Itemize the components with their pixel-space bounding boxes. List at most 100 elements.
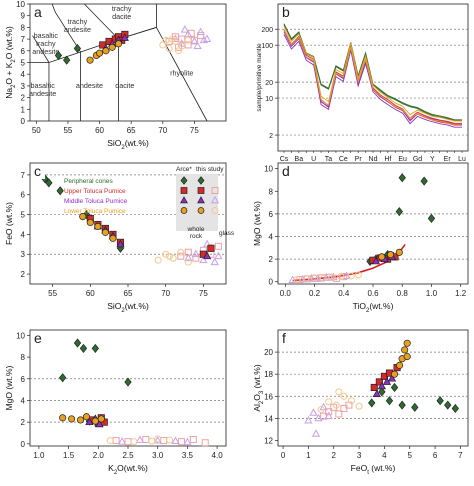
panel-letter: d [282, 163, 290, 179]
data-point [324, 411, 333, 420]
y-tick-label: 0 [21, 440, 26, 449]
data-point [396, 361, 404, 369]
y-tick-label: 3 [21, 82, 26, 91]
data-point [214, 242, 222, 250]
y-tick-label: 2 [21, 270, 26, 279]
data-point [162, 36, 170, 44]
data-point [116, 239, 125, 248]
data-point [135, 435, 145, 443]
y-tick-label: 10 [16, 0, 25, 9]
y-tick-label: 6 [21, 47, 26, 56]
spider-line [283, 34, 462, 128]
data-point [59, 414, 67, 422]
data-point [178, 35, 186, 43]
data-point [378, 253, 386, 261]
data-point [368, 398, 376, 408]
data-point [59, 373, 67, 383]
data-point [177, 252, 185, 260]
data-point [311, 429, 321, 437]
data-point [45, 178, 53, 188]
legend-marker [197, 187, 205, 194]
y-tick-label: 6 [21, 191, 26, 200]
data-point [210, 257, 219, 266]
tas-field-label: andesite [76, 81, 103, 90]
data-point [177, 438, 185, 446]
y-tick-label: 4 [269, 233, 274, 242]
legend-footer: whole rock [187, 226, 205, 240]
data-point [319, 274, 327, 282]
data-point [95, 49, 104, 57]
tas-field-label: dacite [115, 81, 134, 90]
data-point [427, 213, 436, 223]
legend-marker [180, 196, 188, 204]
panel-d: 0.0 0.2 0.4 0.6 0.8 1.0 1.2 0 2 4 6 8 10 TiO2(wt.%) Mg… [252, 162, 469, 314]
data-point [370, 383, 378, 391]
data-point [332, 274, 340, 282]
x-tick-label: 65 [124, 289, 133, 298]
data-point [106, 437, 114, 445]
x-axis-label: FeOt (wt.%) [351, 463, 396, 476]
panel-letter: e [34, 330, 42, 346]
data-point [436, 396, 444, 406]
data-point [56, 186, 64, 196]
data-point [332, 401, 340, 409]
x-tick-label: 1.0 [33, 451, 45, 460]
x-tick-label: 2.5 [122, 451, 134, 460]
data-point [196, 27, 205, 35]
y-tick-label: 10 [265, 96, 273, 103]
x-tick-label: 55 [63, 126, 72, 135]
x-tick-label: 5 [408, 451, 413, 460]
x-tick-label: Cs [280, 156, 289, 163]
data-point [199, 255, 208, 264]
data-point [390, 382, 399, 393]
y-tick-label: 18 [264, 370, 273, 379]
panel-letter: a [34, 4, 42, 20]
x-tick-label: Y [430, 156, 435, 163]
x-tick-label: Ba [295, 156, 304, 163]
data-point [302, 274, 310, 282]
data-point [203, 251, 212, 260]
y-tick-label: 10 [16, 331, 25, 340]
x-tick-label: 1.0 [426, 289, 438, 298]
y-tick-label: 6 [269, 210, 274, 219]
y-tick-label: 6 [21, 375, 26, 384]
x-axis-label: K2O(wt.%) [108, 463, 148, 476]
x-tick-label: 60 [95, 126, 104, 135]
y-tick-label: 5 [21, 211, 26, 220]
data-point [166, 436, 174, 444]
data-point [403, 352, 411, 361]
y-axis-label: MgO (wt.%) [4, 365, 14, 410]
data-point [178, 42, 186, 50]
y-tick-label: 1 [21, 105, 26, 114]
data-point [184, 36, 192, 44]
data-point [165, 252, 173, 260]
legend-marker [180, 207, 188, 214]
panel-letter-bg [31, 164, 45, 179]
data-point [340, 273, 348, 281]
data-point [375, 378, 383, 386]
data-point [162, 250, 170, 258]
data-point [183, 437, 192, 446]
data-point [386, 251, 395, 259]
data-point [395, 207, 403, 217]
spider-line [283, 26, 462, 122]
x-tick-label: 4 [382, 451, 387, 460]
data-point [401, 346, 409, 354]
x-tick-label: 55 [48, 289, 57, 298]
plot-frame [277, 3, 469, 152]
data-point [192, 254, 200, 262]
data-point [354, 271, 362, 279]
data-point [390, 370, 399, 378]
data-point [355, 402, 363, 410]
data-point [76, 416, 85, 424]
data-point [335, 388, 343, 396]
legend-label: Lower Toluca Pumice [64, 208, 126, 215]
y-axis-label: Na2O + K2O (wt.%) [4, 26, 17, 99]
x-tick-label: 1.5 [63, 451, 75, 460]
x-tick-label: 70 [158, 126, 167, 135]
data-point [398, 173, 406, 183]
x-tick-label: 70 [161, 289, 170, 298]
legend-label: Peripheral cones [64, 178, 114, 185]
data-point [325, 408, 333, 416]
x-tick-label: Gd [413, 156, 422, 163]
